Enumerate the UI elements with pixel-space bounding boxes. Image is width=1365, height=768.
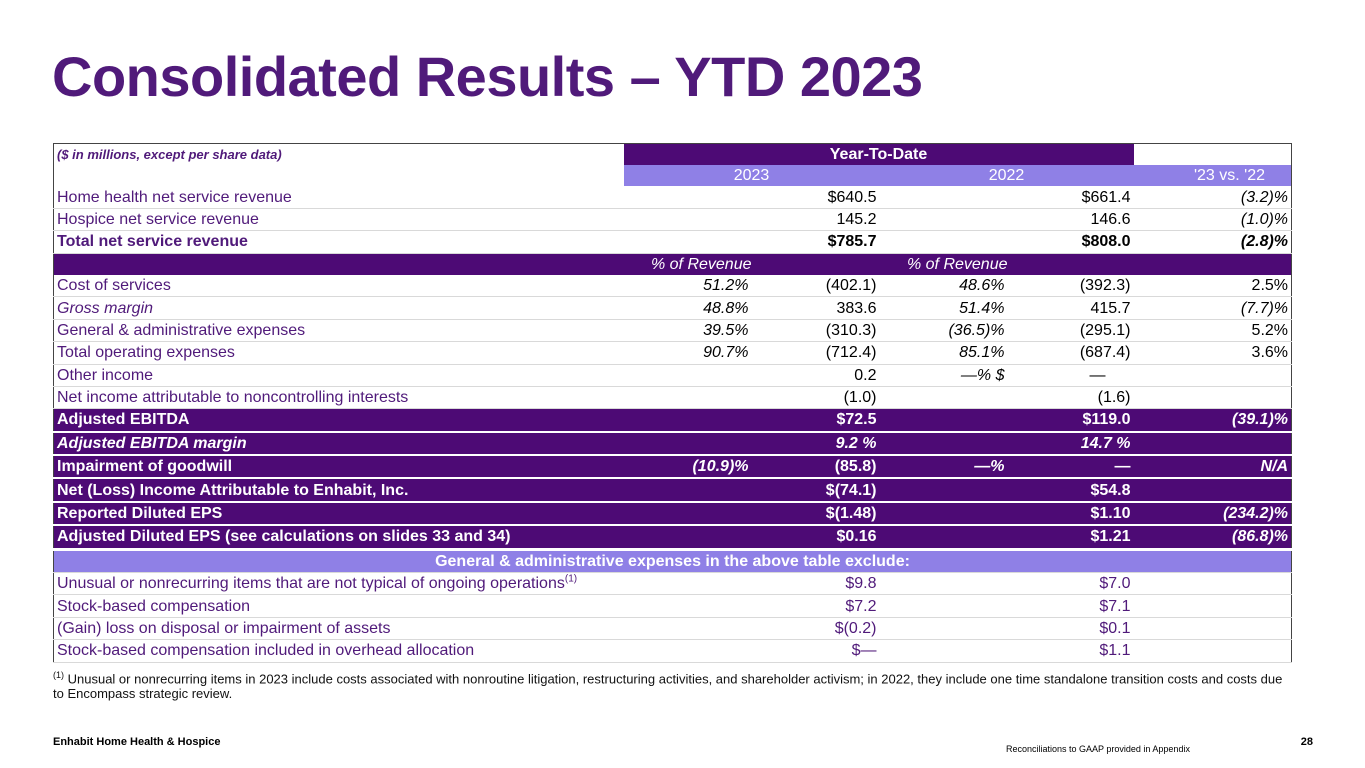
consolidated-results-table: ($ in millions, except per share data) Y… xyxy=(53,143,1293,663)
table-row: Home health net service revenue $640.5 $… xyxy=(53,186,1292,209)
table-row-net-income: Net (Loss) Income Attributable to Enhabi… xyxy=(53,478,1292,503)
table-row: Total operating expenses 90.7% (712.4) 8… xyxy=(53,341,1292,365)
footnote-marker: (1) xyxy=(564,573,578,585)
footnote: (1) Unusual or nonrecurring items in 202… xyxy=(53,668,1293,701)
col-header-2023: 2023 xyxy=(623,165,880,187)
company-name: Enhabit Home Health & Hospice xyxy=(53,736,221,748)
header-row-ytd: ($ in millions, except per share data) Y… xyxy=(54,143,1292,165)
table-row: Gross margin 48.8% 383.6 51.4% 415.7 (7.… xyxy=(53,296,1292,320)
ytd-header: Year-To-Date xyxy=(623,143,1134,165)
table-row: Stock-based compensation included in ove… xyxy=(53,639,1292,663)
exclude-band: General & administrative expenses in the… xyxy=(53,547,1292,574)
table-row-adjusted-eps: Adjusted Diluted EPS (see calculations o… xyxy=(53,525,1292,551)
table-row-adjusted-ebitda: Adjusted EBITDA $72.5 $119.0 (39.1)% xyxy=(53,408,1292,433)
table-row: Net income attributable to noncontrollin… xyxy=(53,386,1292,410)
footnote-text: Unusual or nonrecurring items in 2023 in… xyxy=(53,671,1283,702)
reconciliation-note: Reconciliations to GAAP provided in Appe… xyxy=(1006,744,1190,754)
exclude-header: General & administrative expenses in the… xyxy=(53,547,1292,574)
page-number: 28 xyxy=(1300,736,1313,748)
table-row: Hospice net service revenue 145.2 146.6 … xyxy=(53,208,1292,232)
table-row: Cost of services 51.2% (402.1) 48.6% (39… xyxy=(53,274,1292,298)
table-row: Other income 0.2 —% $ — xyxy=(53,364,1292,387)
col-header-change: '23 vs. '22 xyxy=(1133,165,1292,187)
table-row: Stock-based compensation $7.2 $7.1 xyxy=(53,594,1292,618)
pct-of-revenue-2023: % of Revenue xyxy=(623,253,752,275)
table-row-total-revenue: Total net service revenue $785.7 $808.0 … xyxy=(53,230,1292,254)
table-row: Unusual or nonrecurring items that are n… xyxy=(53,572,1292,596)
units-note: ($ in millions, except per share data) xyxy=(57,147,282,162)
table-row-reported-eps: Reported Diluted EPS $(1.48) $1.10 (234.… xyxy=(53,501,1292,527)
footnote-marker: (1) xyxy=(53,670,64,680)
table-row: (Gain) loss on disposal or impairment of… xyxy=(53,617,1292,641)
pct-of-revenue-row: % of Revenue % of Revenue xyxy=(53,253,1292,275)
table-row-adjusted-ebitda-margin: Adjusted EBITDA margin 9.2 % 14.7 % xyxy=(53,431,1292,457)
pct-of-revenue-2022: % of Revenue xyxy=(879,253,1008,275)
header-row-years: 2023 2022 '23 vs. '22 xyxy=(54,165,1292,187)
table-row: General & administrative expenses 39.5% … xyxy=(53,319,1292,343)
page-title: Consolidated Results – YTD 2023 xyxy=(52,45,923,108)
table-row-impairment: Impairment of goodwill (10.9)% (85.8) —%… xyxy=(53,455,1292,480)
col-header-2022: 2022 xyxy=(879,165,1134,187)
